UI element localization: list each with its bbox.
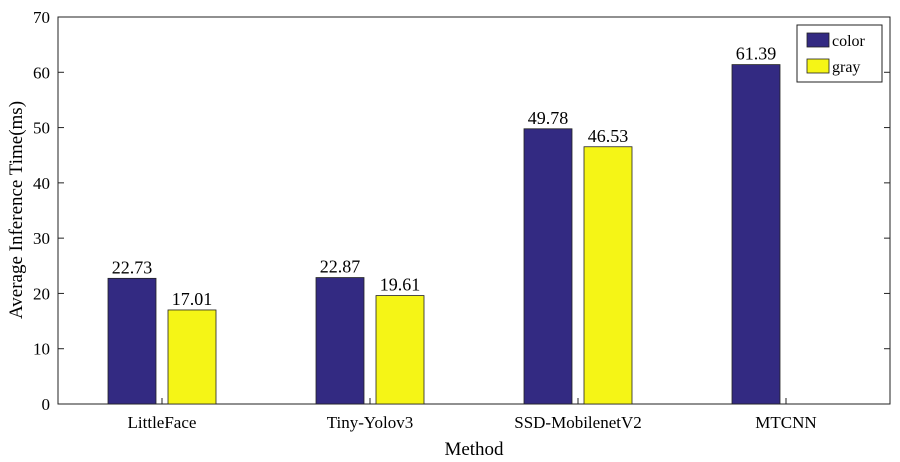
bar-gray	[583, 146, 633, 405]
data-label: 49.78	[528, 108, 569, 128]
y-tick-label: 40	[33, 174, 50, 193]
y-axis-title: Average Inference Time(ms)	[6, 101, 27, 319]
y-tick-label: 60	[33, 63, 50, 82]
bar-color	[107, 277, 157, 405]
data-label: 17.01	[172, 289, 213, 309]
legend-swatch-color	[806, 32, 830, 48]
x-axis-title: Method	[444, 439, 504, 460]
y-tick-label: 30	[33, 229, 50, 248]
y-tick-label: 0	[42, 395, 51, 414]
data-label: 46.53	[588, 126, 629, 146]
y-tick-label: 70	[33, 8, 50, 27]
bar-color	[731, 64, 781, 405]
x-tick-label: Tiny-Yolov3	[327, 413, 413, 432]
data-labels: 22.73 22.87 49.78 61.39 17.01 19.61 46.53	[112, 44, 777, 309]
legend-label-color: color	[832, 33, 866, 50]
bar-gray	[167, 309, 217, 405]
bar-gray	[375, 295, 425, 405]
data-label: 61.39	[736, 44, 777, 64]
y-tick-label: 10	[33, 340, 50, 359]
data-label: 19.61	[380, 275, 421, 295]
y-tick-label: 50	[33, 119, 50, 138]
data-label: 22.73	[112, 257, 153, 277]
data-label: 22.87	[320, 257, 361, 277]
x-tick-label: MTCNN	[755, 413, 816, 432]
bar-color	[315, 277, 365, 405]
x-tick-label: SSD-MobilenetV2	[514, 413, 642, 432]
y-axis: 0 10 20 30 40 50 60 70	[33, 8, 890, 414]
legend-swatch-gray	[806, 58, 830, 74]
y-tick-label: 20	[33, 284, 50, 303]
x-tick-label: LittleFace	[128, 413, 197, 432]
legend: color gray	[796, 24, 883, 83]
bar-color	[523, 128, 573, 405]
bars	[107, 64, 781, 405]
x-axis: LittleFace Tiny-Yolov3 SSD-MobilenetV2 MTCN…	[128, 398, 817, 432]
legend-label-gray: gray	[832, 59, 860, 76]
